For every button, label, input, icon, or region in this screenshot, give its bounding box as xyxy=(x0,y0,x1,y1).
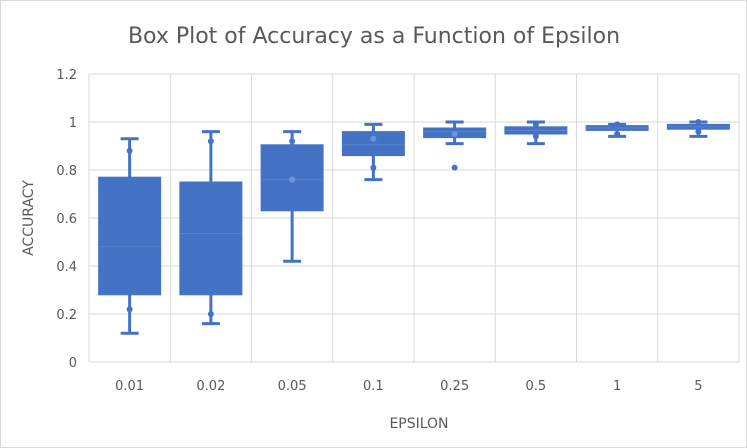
y-tick-label: 0.4 xyxy=(56,260,77,275)
box-0.02 xyxy=(179,130,243,326)
y-tick-label: 0.2 xyxy=(56,308,77,323)
data-point xyxy=(289,138,296,145)
y-tick-label: 0 xyxy=(69,356,77,371)
chart-title: Box Plot of Accuracy as a Function of Ep… xyxy=(128,24,620,49)
data-point xyxy=(207,138,214,145)
x-tick-label: 0.5 xyxy=(526,379,547,394)
boxes xyxy=(98,119,730,335)
box-0.1 xyxy=(341,122,405,182)
data-point xyxy=(695,119,702,125)
y-axis-label: ACCURACY xyxy=(21,180,37,256)
iqr-box xyxy=(98,176,162,296)
data-point xyxy=(370,164,377,171)
data-point xyxy=(532,133,539,140)
box-1 xyxy=(585,121,649,138)
y-tick-label: 1 xyxy=(69,116,77,131)
box-0.25 xyxy=(423,120,487,171)
data-point xyxy=(451,164,458,171)
x-tick-label: 0.1 xyxy=(363,379,384,394)
data-point xyxy=(614,131,621,137)
data-point xyxy=(126,306,133,313)
x-tick-label: 5 xyxy=(694,379,702,394)
x-axis-label: EPSILON xyxy=(389,416,448,432)
data-point xyxy=(532,121,539,128)
y-tick-label: 0.6 xyxy=(56,212,77,227)
x-tick-label: 0.01 xyxy=(115,379,144,394)
box-0.05 xyxy=(260,130,324,263)
data-point xyxy=(451,131,458,137)
data-point xyxy=(370,135,377,142)
x-tick-label: 0.05 xyxy=(278,379,307,394)
box-0.5 xyxy=(504,120,568,146)
y-axis-ticks: 0 0.2 0.4 0.6 0.8 1 1.2 xyxy=(56,68,77,371)
data-point xyxy=(207,311,214,317)
box-0.01 xyxy=(98,137,162,335)
data-point xyxy=(289,176,296,183)
x-tick-label: 0.02 xyxy=(196,379,225,394)
y-tick-label: 1.2 xyxy=(56,68,77,83)
data-point xyxy=(695,128,702,135)
y-tick-label: 0.8 xyxy=(56,164,77,179)
x-tick-label: 0.25 xyxy=(440,379,469,394)
x-axis-ticks: 0.01 0.02 0.05 0.1 0.25 0.5 1 5 xyxy=(115,379,702,394)
data-point xyxy=(126,147,133,154)
iqr-box xyxy=(341,131,405,157)
data-point xyxy=(614,121,621,128)
iqr-box xyxy=(179,181,243,296)
box-5 xyxy=(666,119,730,138)
x-tick-label: 1 xyxy=(613,379,621,394)
